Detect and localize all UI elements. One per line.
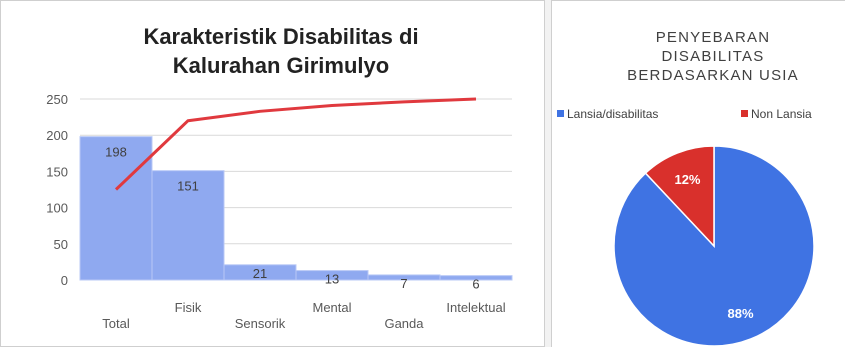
y-tick-label: 50 bbox=[54, 237, 68, 252]
bar-data-label: 7 bbox=[400, 276, 407, 291]
legend-label: Non Lansia bbox=[751, 107, 812, 121]
x-category-label: Mental bbox=[312, 300, 351, 315]
pie-title-line-2: DISABILITAS bbox=[662, 48, 765, 65]
pie-title-line-1: PENYEBARAN bbox=[656, 29, 771, 46]
bar-data-label: 6 bbox=[472, 277, 479, 292]
pie-slice-label: 12% bbox=[674, 172, 700, 187]
x-category-label: Fisik bbox=[175, 300, 202, 315]
pie-slice-label: 88% bbox=[727, 306, 753, 321]
pie-slice bbox=[644, 145, 715, 248]
y-tick-label: 100 bbox=[46, 201, 68, 216]
y-tick-label: 250 bbox=[46, 92, 68, 107]
y-tick-label: 0 bbox=[61, 273, 68, 288]
bar-data-label: 13 bbox=[325, 272, 339, 287]
bar-data-label: 21 bbox=[253, 266, 267, 281]
legend-swatch bbox=[741, 110, 748, 117]
y-tick-label: 200 bbox=[46, 128, 68, 143]
cumulative-line bbox=[114, 97, 477, 191]
bar-chart-title-line-1: Karakteristik Disabilitas di bbox=[143, 24, 418, 49]
bar bbox=[79, 136, 153, 281]
bar-data-label: 198 bbox=[105, 145, 127, 160]
bar-data-label: 151 bbox=[177, 179, 199, 194]
y-tick-label: 150 bbox=[46, 164, 68, 179]
panel-divider bbox=[545, 0, 551, 347]
x-category-label: Total bbox=[102, 316, 130, 331]
x-category-label: Intelektual bbox=[446, 300, 505, 315]
bar-chart-title-line-2: Kalurahan Girimulyo bbox=[173, 53, 389, 78]
x-category-label: Sensorik bbox=[235, 316, 286, 331]
pie-title-line-3: BERDASARKAN USIA bbox=[627, 67, 799, 84]
bar bbox=[439, 275, 513, 281]
legend-label: Lansia/disabilitas bbox=[567, 107, 658, 121]
bar bbox=[151, 170, 225, 281]
x-category-label: Ganda bbox=[384, 316, 424, 331]
legend-swatch bbox=[557, 110, 564, 117]
